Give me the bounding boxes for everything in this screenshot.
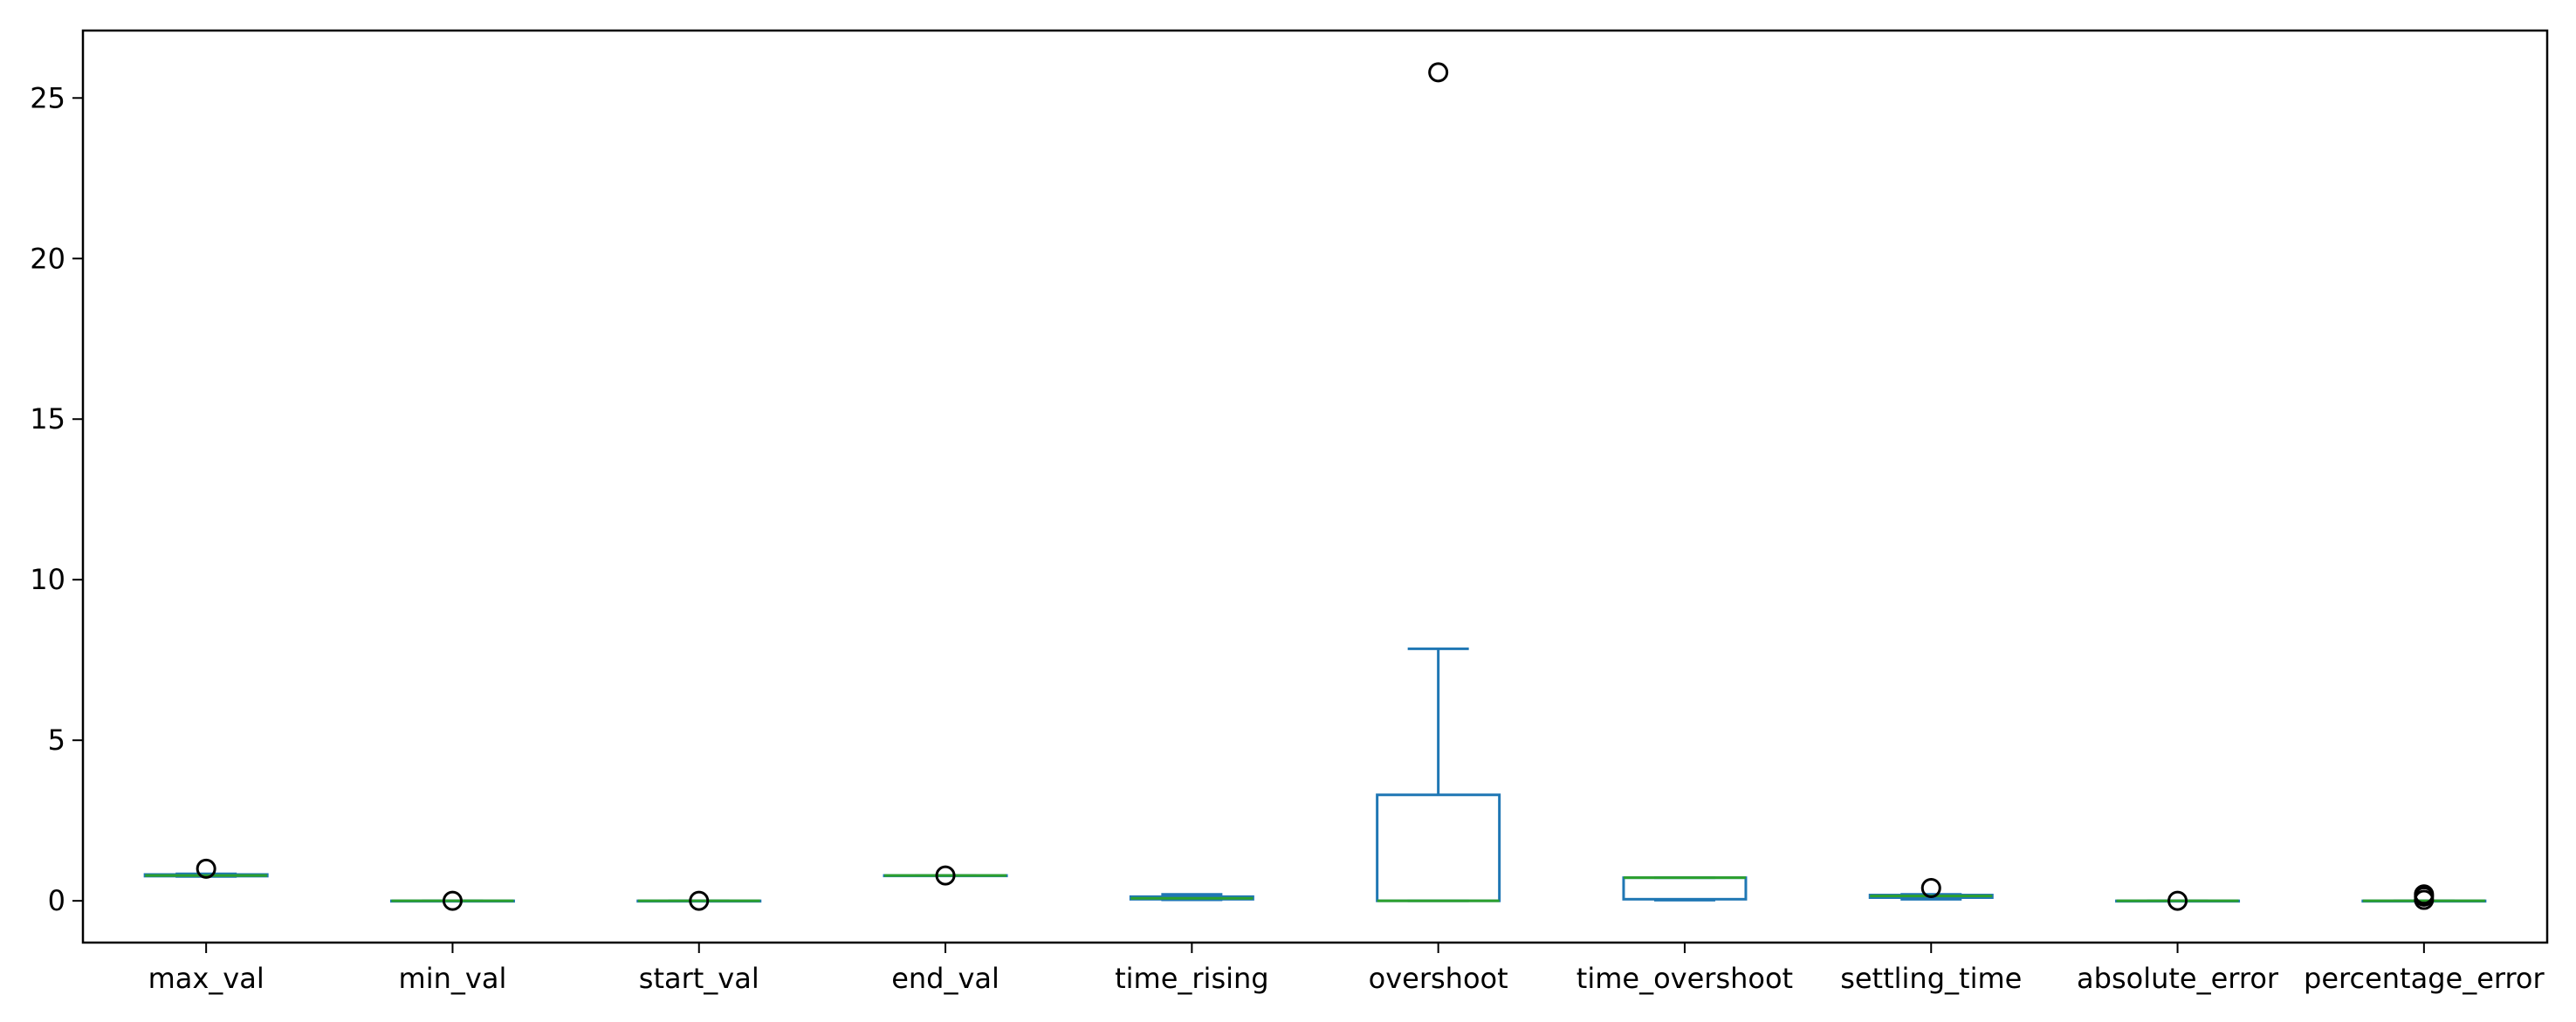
outlier-point xyxy=(935,865,956,886)
box-max-val xyxy=(143,858,269,879)
box-time-rising xyxy=(1129,893,1254,902)
outlier-point xyxy=(689,890,710,911)
y-tick-label: 10 xyxy=(30,563,65,596)
x-tick-label: min_val xyxy=(399,962,507,995)
outlier-point xyxy=(442,890,463,911)
box-absolute-error xyxy=(2115,890,2241,911)
x-tick-label: end_val xyxy=(891,962,999,995)
x-tick-label: settling_time xyxy=(1840,962,2022,995)
box-overshoot xyxy=(1376,62,1501,902)
y-tick-label: 0 xyxy=(48,884,65,917)
x-tick-label: max_val xyxy=(148,962,264,995)
box-settling-time xyxy=(1868,877,1994,901)
outlier-point xyxy=(1428,62,1449,83)
box-start-val xyxy=(636,890,762,911)
x-tick-label: time_overshoot xyxy=(1577,962,1793,995)
x-tick-label: start_val xyxy=(639,962,759,995)
y-tick-label: 15 xyxy=(30,402,65,436)
box-series xyxy=(143,62,2487,911)
axes-frame xyxy=(81,29,2549,944)
box-min-val xyxy=(389,890,515,911)
y-tick-label: 5 xyxy=(48,724,65,757)
x-tick-label: overshoot xyxy=(1369,962,1508,995)
y-tick-label: 20 xyxy=(30,242,65,275)
x-tick-label: time_rising xyxy=(1115,962,1269,995)
x-tick-label: absolute_error xyxy=(2077,962,2279,995)
box-end-val xyxy=(883,865,1008,886)
box-percentage-error xyxy=(2361,884,2487,910)
outlier-point xyxy=(196,858,216,879)
x-tick-label: percentage_error xyxy=(2304,962,2545,995)
box-time-overshoot xyxy=(1622,876,1748,902)
outlier-point xyxy=(2414,884,2435,905)
y-tick-label: 25 xyxy=(30,81,65,114)
outlier-point xyxy=(2167,890,2188,911)
x-axis: max_val min_val start_val end_val time_risin… xyxy=(148,943,2545,995)
y-axis: 0 5 10 15 20 25 xyxy=(30,81,83,917)
outlier-point xyxy=(1920,877,1941,898)
